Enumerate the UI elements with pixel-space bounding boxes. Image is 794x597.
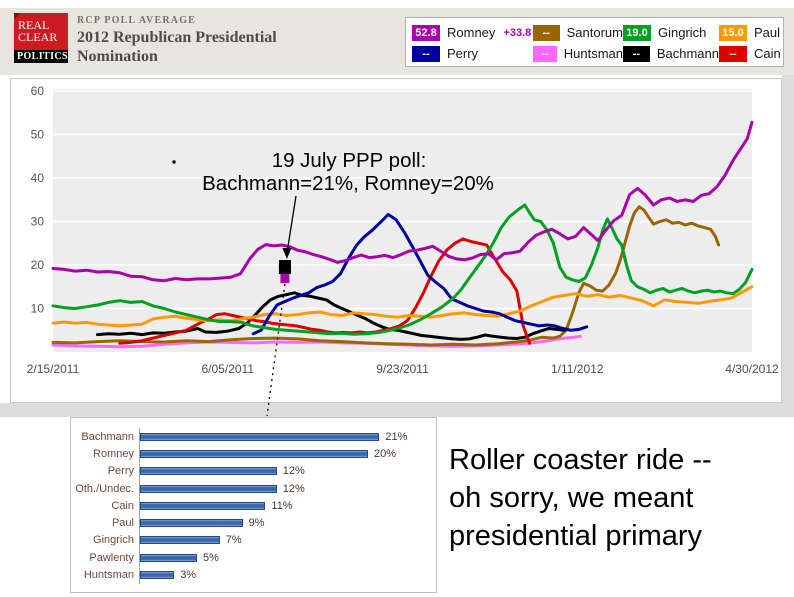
bar xyxy=(140,501,266,510)
legend-value-chip: -- xyxy=(533,45,557,62)
legend-name: Huntsman xyxy=(563,46,623,61)
legend-value-chip: -- xyxy=(533,24,560,41)
bar-track: 7% xyxy=(139,531,436,550)
legend-name: Paul xyxy=(754,25,781,40)
kicker-label: RCP POLL AVERAGE xyxy=(77,15,197,26)
caption-text: Roller coaster ride -- oh sorry, we mean… xyxy=(449,444,712,552)
legend-entry-perry: -- Perry xyxy=(412,45,533,62)
bar-category-label: Paul xyxy=(111,517,134,530)
rcp-logo-line2: CLEAR xyxy=(18,30,58,44)
bar-value-label: 20% xyxy=(374,447,397,460)
bar-category-label: Cain xyxy=(111,499,134,512)
bar-value-label: 11% xyxy=(271,499,293,512)
rcp-logo-line1: REAL xyxy=(18,18,50,32)
bar-row-perry: Perry 12% xyxy=(71,462,436,480)
bar xyxy=(140,571,175,580)
legend-name: Cain xyxy=(754,46,781,61)
bar-value-label: 21% xyxy=(385,430,408,443)
legend-name: Gingrich xyxy=(658,25,707,40)
legend-name: Romney xyxy=(447,25,496,40)
legend-value-chip: -- xyxy=(719,45,747,62)
bar xyxy=(140,432,380,441)
legend-name: Perry xyxy=(447,46,479,61)
ppp-poll-bar-chart: Bachmann 21% Romney 20% Perry 12% Oth./Undec. 1… xyxy=(70,417,437,593)
bar-value-label: 7% xyxy=(225,534,242,547)
bar-row-huntsman: Huntsman 3% xyxy=(71,566,436,584)
legend-entry-bachmann: -- Bachmann xyxy=(623,45,719,62)
bar-value-label: 5% xyxy=(203,551,219,564)
legend-entry-romney: 52.8 Romney +33.8 xyxy=(412,24,533,41)
bar-track: 9% xyxy=(139,514,436,532)
bar-value-label: 12% xyxy=(282,482,305,495)
bar-row-pawlenty: Pawlenty 5% xyxy=(71,549,436,567)
bar-category-label: Pawlenty xyxy=(89,551,134,564)
legend-name: Santorum xyxy=(566,25,623,40)
bar xyxy=(140,519,243,528)
bar-row-oth-undec-: Oth./Undec. 12% xyxy=(71,479,436,498)
rcp-logo-red: REAL CLEAR xyxy=(14,13,68,50)
bar-track: 3% xyxy=(139,566,436,584)
bar-track: 21% xyxy=(139,428,436,446)
legend-delta: +33.8 xyxy=(503,26,532,39)
bar xyxy=(140,449,368,458)
legend-value-chip: 15.0 xyxy=(719,24,747,41)
bar xyxy=(140,484,277,493)
legend-entry-santorum: -- Santorum xyxy=(533,24,623,41)
legend-value-chip: 19.0 xyxy=(623,24,651,41)
line-chart-card xyxy=(10,78,782,403)
page-title: 2012 Republican Presidential Nomination xyxy=(77,29,277,65)
bar-value-label: 12% xyxy=(282,465,305,478)
bar xyxy=(140,467,277,476)
legend-entry-cain: -- Cain xyxy=(719,45,783,62)
page-bottom-strip xyxy=(0,403,794,417)
bar-track: 20% xyxy=(139,445,436,463)
bar-category-label: Perry xyxy=(107,465,134,478)
bar-track: 12% xyxy=(139,479,436,498)
bar-row-paul: Paul 9% xyxy=(71,514,436,532)
bar-category-label: Bachmann xyxy=(81,430,134,443)
legend-value-chip: -- xyxy=(412,45,440,62)
rcp-logo-line3: POLITICS xyxy=(14,50,68,63)
page-right-strip xyxy=(782,75,794,417)
bar-row-cain: Cain 11% xyxy=(71,497,436,515)
bar-row-bachmann: Bachmann 21% xyxy=(71,428,436,446)
bar-row-gingrich: Gingrich 7% xyxy=(71,531,436,550)
legend-value-chip: -- xyxy=(623,45,650,62)
legend-entry-paul: 15.0 Paul xyxy=(719,24,783,41)
legend-entry-huntsman: -- Huntsman xyxy=(533,45,623,62)
bar-track: 5% xyxy=(139,549,436,567)
bar xyxy=(140,553,197,562)
legend-name: Bachmann xyxy=(656,46,719,61)
bar-value-label: 3% xyxy=(180,569,197,582)
bar-row-romney: Romney 20% xyxy=(71,445,436,463)
bar-value-label: 9% xyxy=(248,517,265,530)
bar-category-label: Huntsman xyxy=(83,569,134,582)
legend-entry-gingrich: 19.0 Gingrich xyxy=(623,24,719,41)
bar-track: 12% xyxy=(139,462,436,480)
bar-category-label: Romney xyxy=(93,447,134,460)
bar-category-label: Gingrich xyxy=(93,534,134,547)
rcp-logo: REAL CLEAR POLITICS xyxy=(14,13,68,63)
legend-value-chip: 52.8 xyxy=(412,24,440,41)
bar xyxy=(140,536,220,545)
chart-legend: 52.8 Romney +33.8 -- Santorum 19.0 Gingrich 15.… xyxy=(405,17,784,67)
bar-track: 11% xyxy=(139,497,436,515)
bar-category-label: Oth./Undec. xyxy=(75,482,134,495)
